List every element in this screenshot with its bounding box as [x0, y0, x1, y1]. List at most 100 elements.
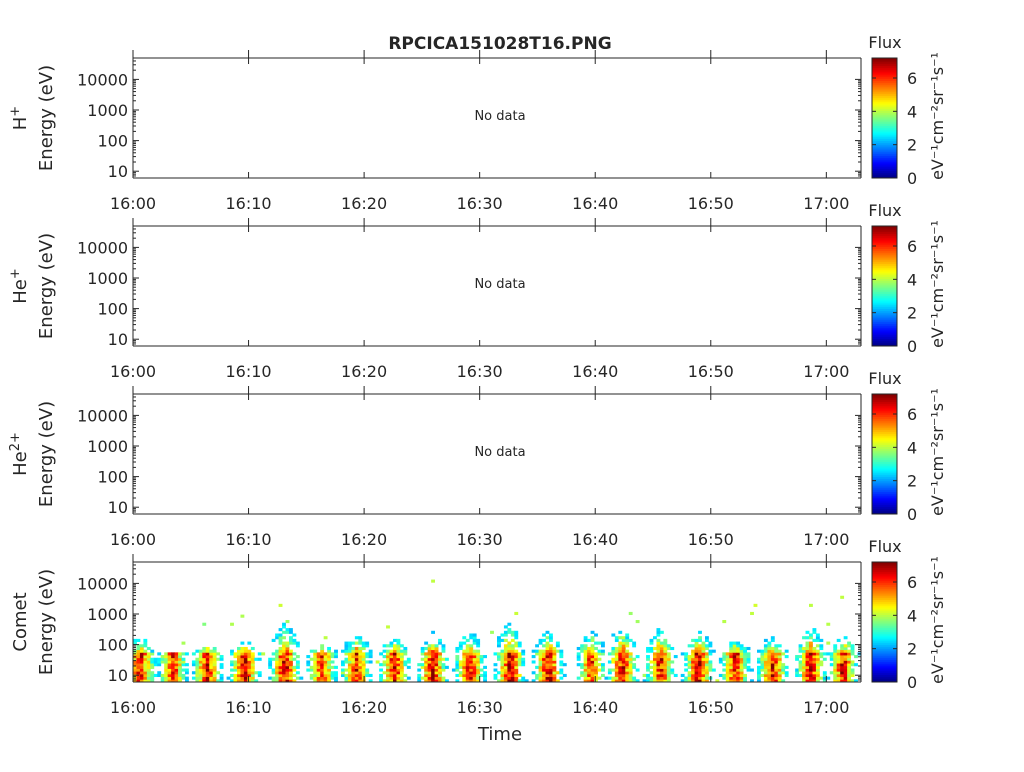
spectrogram-cell — [843, 665, 848, 669]
spectrogram-cell — [455, 665, 460, 669]
spectrogram-cell — [434, 646, 439, 651]
spectrogram-cell — [164, 671, 169, 675]
spectrogram-cell — [549, 649, 553, 653]
spectrogram-cell — [327, 646, 331, 651]
x-tick-label: 16:30 — [457, 194, 503, 213]
spectrogram-cell — [684, 657, 689, 661]
spectrogram-cell — [507, 649, 512, 653]
spectrogram-cell — [729, 668, 734, 672]
spectrogram-cell — [809, 644, 813, 648]
spectrogram-cell — [434, 668, 439, 672]
colorbar-segment — [872, 312, 897, 315]
colorbar-title: Flux — [868, 33, 901, 52]
spectrogram-cell — [538, 655, 543, 659]
spectrogram-cell — [205, 655, 210, 659]
colorbar-segment — [872, 78, 897, 82]
spectrogram-cell — [497, 652, 501, 656]
spectrogram-cell — [618, 660, 623, 664]
spectrogram-cell — [431, 668, 435, 672]
spectrogram-cell — [327, 649, 331, 653]
spectrogram-cell — [774, 644, 779, 648]
spectrogram-cell — [510, 665, 515, 669]
spectrogram-cell — [798, 673, 803, 678]
spectrogram-cell — [240, 663, 245, 667]
spectrogram-cell — [354, 676, 359, 680]
x-axis-label: Time — [477, 724, 522, 745]
spectrogram-cell — [455, 657, 460, 661]
spectrogram-cell — [760, 649, 765, 653]
colorbar-segment — [872, 159, 897, 162]
spectrogram-cell — [233, 655, 238, 659]
spectrogram-cell — [389, 649, 394, 653]
spectrogram-cell — [840, 595, 845, 599]
spectrogram-cell — [847, 663, 851, 667]
spectrogram-cell — [850, 646, 855, 651]
spectrogram-cell — [209, 665, 214, 669]
spectrogram-cell — [847, 660, 851, 664]
spectrogram-cell — [150, 679, 155, 683]
spectrogram-cell — [705, 636, 709, 640]
spectrogram-cell — [538, 671, 543, 675]
spectrogram-cell — [809, 655, 813, 659]
spectrogram-cell — [763, 652, 768, 656]
spectrogram-cell — [257, 671, 262, 675]
spectrogram-cell — [195, 663, 200, 667]
spectrogram-cell — [472, 655, 477, 659]
spectrogram-cell — [431, 657, 435, 661]
spectrogram-cell — [202, 671, 207, 675]
spectrogram-cell — [316, 660, 321, 664]
spectrogram-cell — [621, 673, 626, 678]
spectrogram-cell — [389, 655, 394, 659]
spectrogram-cell — [389, 679, 394, 683]
spectrogram-cell — [306, 668, 311, 672]
spectrogram-cell — [344, 668, 349, 672]
colorbar-segment — [872, 278, 897, 281]
colorbar-segment — [872, 97, 897, 100]
colorbar-segment — [872, 418, 897, 421]
spectrogram-cell — [663, 668, 668, 672]
spectrogram-cell — [386, 625, 390, 629]
spectrogram-cell — [836, 679, 841, 683]
colorbar-segment — [872, 569, 897, 572]
spectrogram-cell — [136, 649, 141, 653]
spectrogram-cell — [621, 646, 626, 651]
spectrogram — [133, 579, 862, 683]
spectrogram-cell — [334, 679, 338, 683]
spectrogram-cell — [472, 663, 477, 667]
spectrogram-cell — [243, 676, 248, 680]
spectrogram-cell — [590, 630, 595, 634]
spectrogram-cell — [614, 646, 619, 651]
spectrogram-cell — [809, 679, 813, 683]
spectrogram-cell — [549, 673, 553, 678]
spectrogram-cell — [559, 663, 564, 667]
colorbar-segment — [872, 452, 897, 455]
spectrogram-cell — [327, 655, 331, 659]
spectrogram-cell — [351, 673, 356, 678]
spectrogram-cell — [517, 657, 522, 661]
spectrogram-cell — [646, 649, 650, 653]
colorbar-segment — [872, 101, 897, 104]
colorbar-segment — [872, 605, 897, 608]
spectrogram-cell — [580, 671, 585, 675]
spectrogram-cell — [358, 665, 363, 669]
colorbar-segment — [872, 157, 897, 160]
spectrogram-cell — [133, 679, 137, 683]
spectrogram-cell — [597, 649, 602, 653]
colorbar-segment — [872, 459, 897, 463]
spectrogram-cell — [607, 671, 612, 675]
spectrogram-cell — [503, 638, 508, 642]
spectrogram-cell — [323, 652, 328, 656]
spectrogram-cell — [202, 665, 207, 669]
colorbar-segment — [872, 500, 897, 504]
spectrogram-cell — [399, 665, 404, 669]
spectrogram-cell — [469, 644, 474, 648]
spectrogram-cell — [809, 636, 813, 640]
colorbar-segment — [872, 407, 897, 410]
spectrogram-cell — [836, 638, 841, 642]
spectrogram-cell — [497, 671, 501, 675]
spectrogram-cell — [594, 679, 598, 683]
spectrogram-cell — [393, 660, 397, 664]
spectrogram-cell — [729, 660, 734, 664]
spectrogram-cell — [836, 668, 841, 672]
spectrogram-cell — [327, 673, 331, 678]
